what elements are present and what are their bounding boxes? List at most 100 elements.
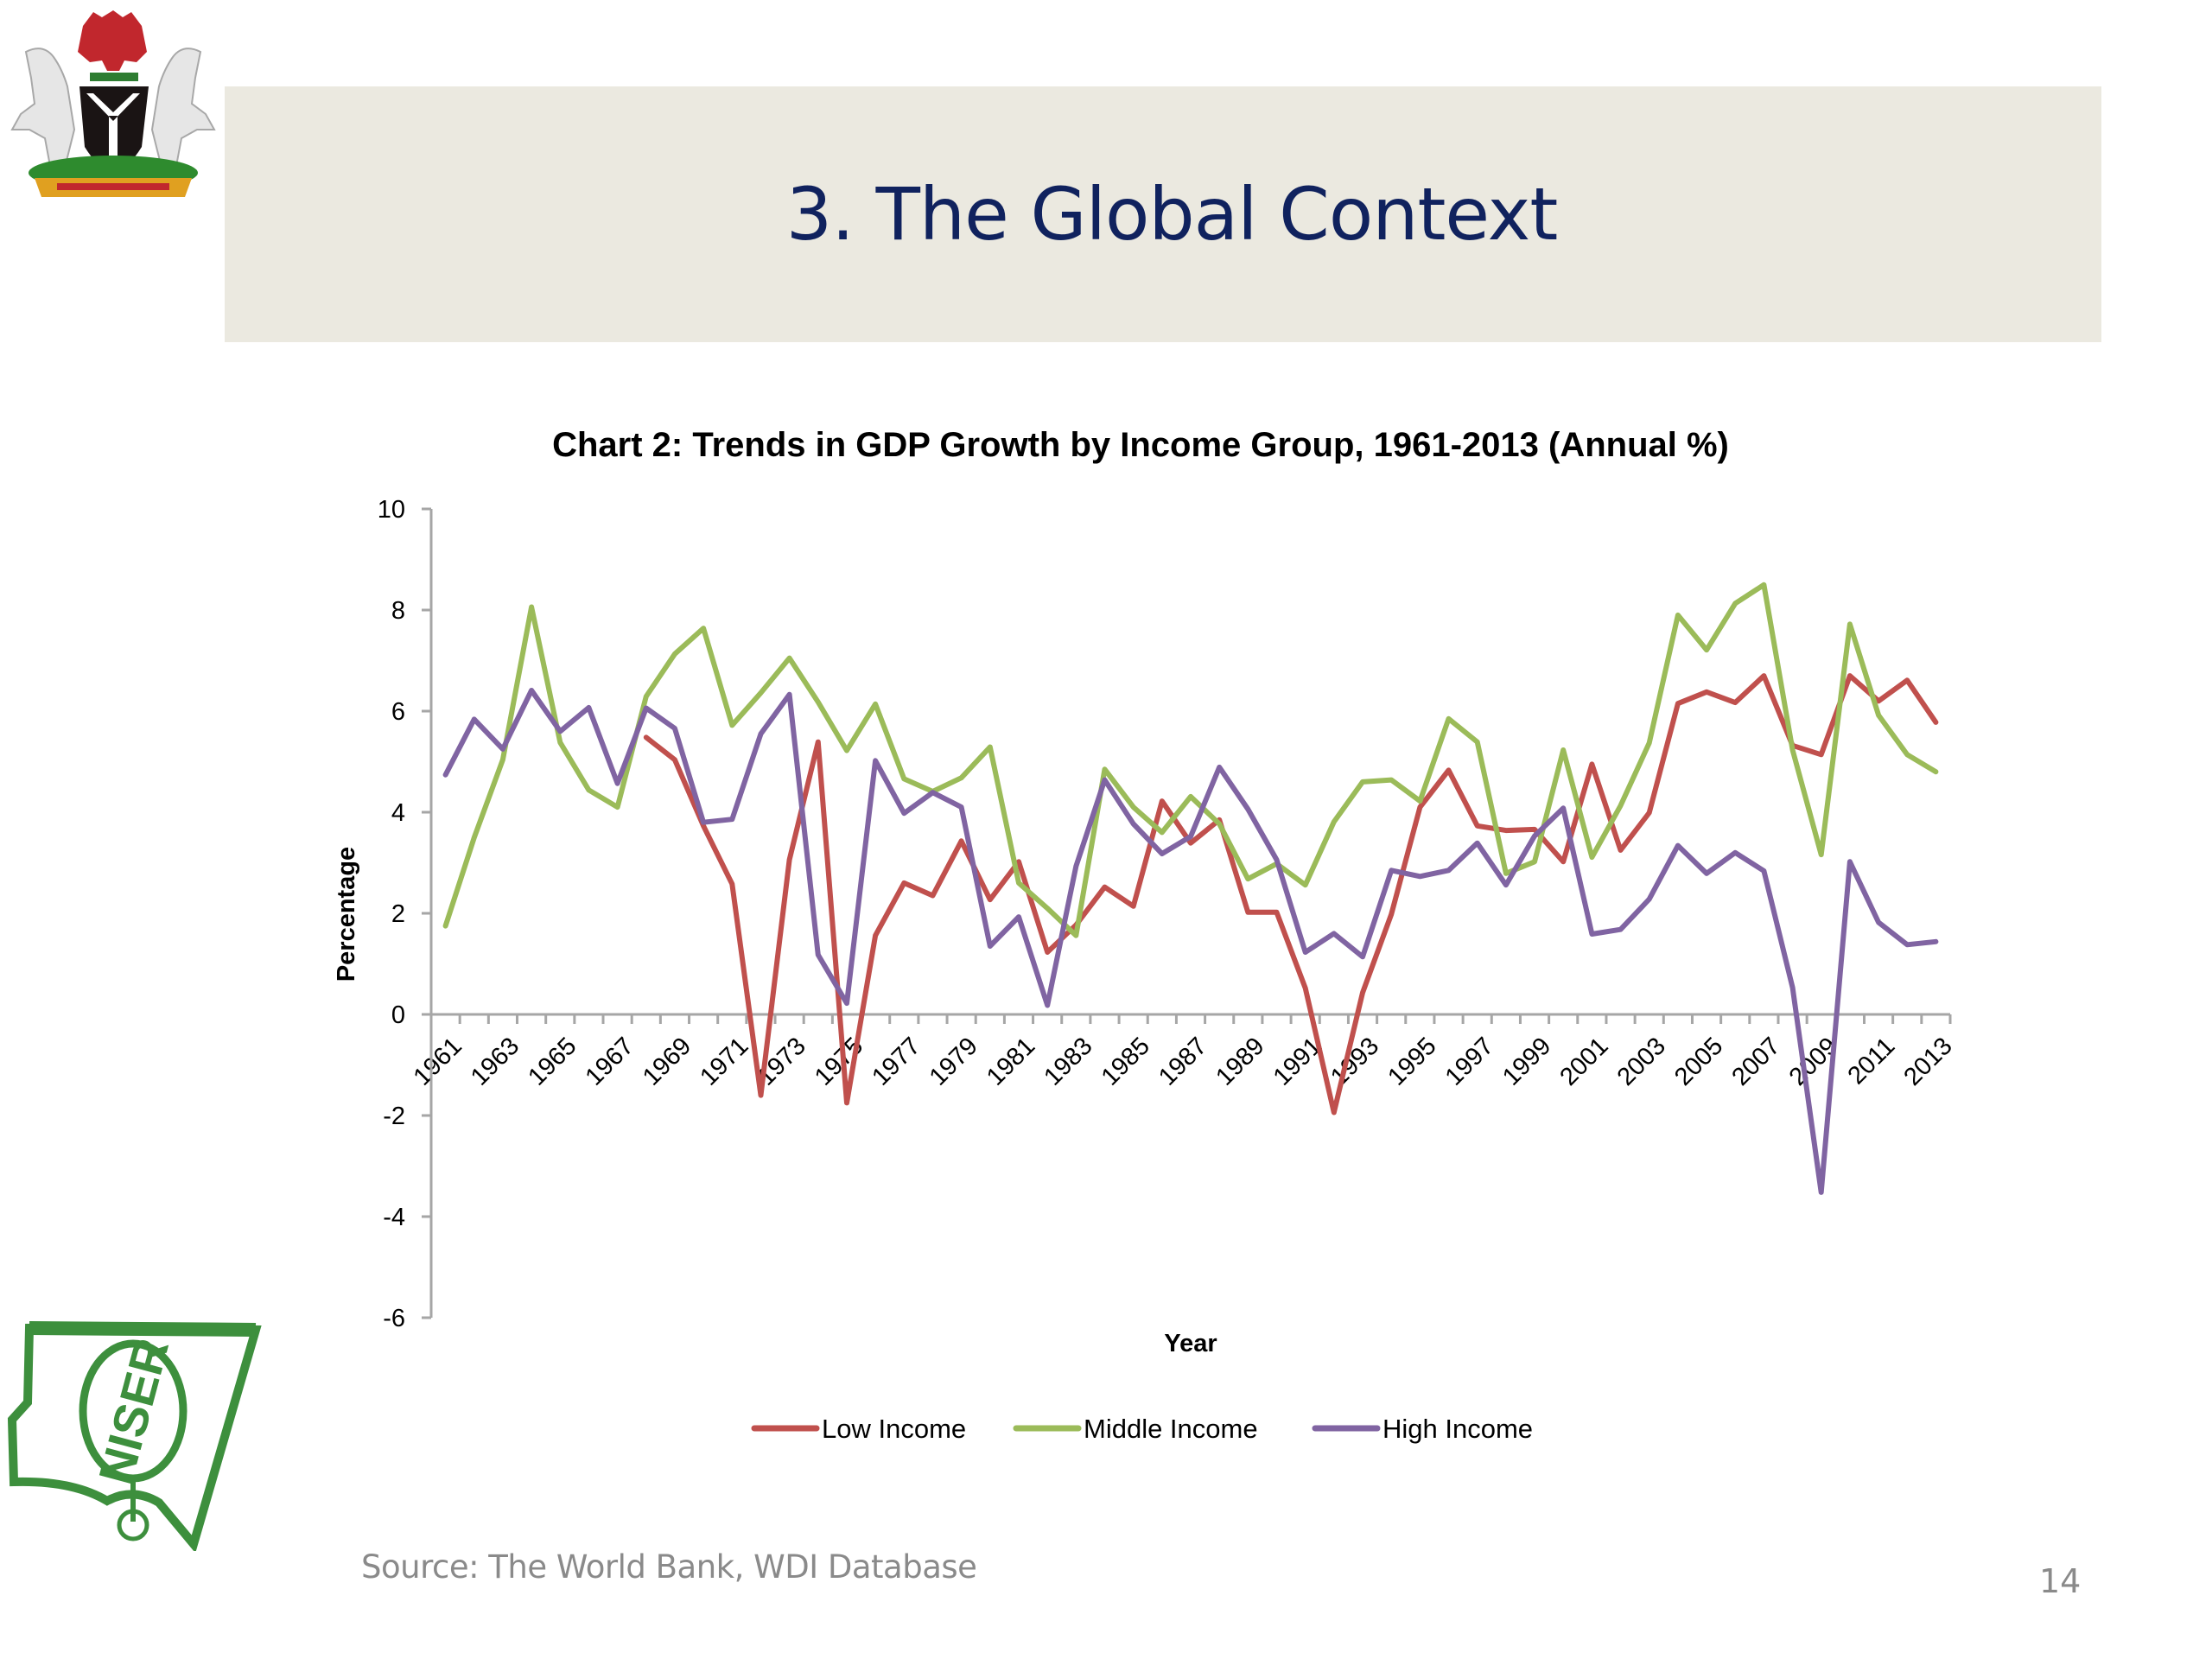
series-line-middle-income — [442, 582, 1939, 938]
legend-label: Low Income — [822, 1414, 966, 1444]
data-point — [1160, 851, 1165, 856]
coat-of-arms-logo — [10, 10, 216, 197]
data-point — [1360, 779, 1365, 785]
data-point — [1016, 914, 1021, 919]
x-tick-label: 1971 — [695, 1033, 753, 1091]
data-point — [1131, 822, 1136, 827]
data-point — [1618, 848, 1624, 853]
data-point — [1847, 621, 1853, 626]
data-point — [1446, 716, 1452, 721]
data-point — [529, 688, 534, 693]
x-tick-label: 1961 — [409, 1033, 467, 1091]
data-point — [873, 933, 878, 938]
chart-title: Chart 2: Trends in GDP Growth by Income … — [552, 426, 1729, 464]
data-point — [959, 804, 964, 810]
data-point — [1446, 868, 1452, 873]
data-point — [1847, 673, 1853, 678]
x-axis-ticks: 1961196319651967196919711973197519771979… — [409, 1014, 1958, 1091]
data-point — [1332, 1110, 1337, 1116]
x-tick-label: 1995 — [1382, 1033, 1441, 1091]
data-point — [959, 775, 964, 780]
y-tick-label: -2 — [383, 1103, 405, 1130]
data-point — [1475, 841, 1480, 846]
data-point — [1819, 1190, 1824, 1195]
x-tick-label: 1987 — [1154, 1033, 1212, 1091]
horse-left-icon — [10, 48, 76, 168]
data-point — [1389, 912, 1394, 917]
y-tick-label: -4 — [383, 1204, 405, 1231]
shield-icon — [79, 86, 149, 173]
x-tick-label: 2011 — [1843, 1033, 1901, 1090]
data-point — [1732, 700, 1738, 705]
data-point — [1790, 985, 1796, 990]
niser-logo: NISER — [7, 1321, 262, 1551]
data-point — [1589, 761, 1594, 766]
data-point — [586, 787, 591, 792]
y-tick-label: 10 — [378, 496, 405, 524]
data-point — [1103, 778, 1108, 783]
series-line-high-income — [442, 688, 1939, 1195]
data-point — [1933, 720, 1938, 725]
data-point — [1560, 805, 1566, 810]
page-number: 14 — [2039, 1562, 2082, 1600]
data-point — [1103, 766, 1108, 772]
data-point — [759, 1093, 764, 1098]
data-point — [787, 656, 792, 661]
data-point — [901, 880, 906, 886]
data-point — [1303, 950, 1308, 955]
series-lines — [442, 582, 1939, 1195]
y-tick-label: 8 — [391, 597, 405, 625]
data-point — [1073, 933, 1078, 938]
y-tick-label: -6 — [383, 1305, 405, 1332]
x-tick-label: 1983 — [1039, 1033, 1097, 1091]
eagle-icon — [78, 10, 147, 71]
series-line-low-income — [643, 673, 1939, 1116]
data-point — [500, 757, 505, 762]
data-point — [1560, 859, 1566, 864]
data-point — [1245, 876, 1250, 881]
data-point — [1360, 954, 1365, 959]
x-tick-label: 1965 — [523, 1033, 582, 1091]
motto-text-band — [57, 183, 169, 190]
data-point — [1217, 822, 1222, 827]
data-point — [1933, 769, 1938, 774]
data-point — [1188, 794, 1193, 799]
data-point — [1389, 778, 1394, 783]
data-point — [1160, 798, 1165, 804]
data-point — [1647, 741, 1652, 746]
data-point — [1675, 613, 1681, 618]
data-point — [1647, 810, 1652, 816]
data-point — [959, 838, 964, 843]
data-point — [1876, 713, 1881, 718]
data-point — [1618, 927, 1624, 932]
chart-legend: Low Income Middle Income High Income — [751, 1414, 1533, 1444]
y-tick-label: 4 — [391, 799, 405, 827]
x-tick-label: 1997 — [1440, 1033, 1499, 1091]
data-point — [1819, 852, 1824, 857]
data-point — [500, 747, 505, 752]
x-tick-label: 1981 — [982, 1033, 1040, 1091]
data-point — [931, 790, 936, 795]
data-point — [1389, 868, 1394, 873]
data-point — [1131, 804, 1136, 810]
data-point — [557, 728, 563, 734]
data-point — [729, 881, 734, 887]
data-point — [787, 857, 792, 862]
data-point — [1560, 747, 1566, 753]
data-point — [1819, 752, 1824, 757]
data-point — [1045, 1003, 1050, 1008]
data-point — [615, 804, 620, 810]
x-tick-label: 1985 — [1096, 1033, 1155, 1091]
data-point — [729, 817, 734, 822]
data-point — [787, 692, 792, 697]
x-tick-label: 1963 — [466, 1033, 524, 1091]
data-point — [586, 705, 591, 710]
data-point — [1103, 885, 1108, 890]
data-point — [1503, 871, 1509, 876]
data-point — [1417, 874, 1422, 879]
data-point — [644, 706, 649, 711]
data-point — [1589, 855, 1594, 860]
data-point — [816, 700, 821, 705]
data-point — [873, 702, 878, 707]
